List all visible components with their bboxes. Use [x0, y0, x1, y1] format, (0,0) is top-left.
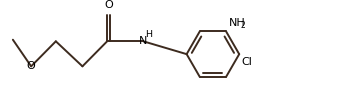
Text: O: O — [104, 0, 113, 10]
Text: Cl: Cl — [242, 57, 252, 67]
Text: N: N — [139, 36, 147, 46]
Text: 2: 2 — [240, 21, 245, 30]
Text: O: O — [27, 61, 35, 71]
Text: NH: NH — [228, 18, 245, 28]
Text: H: H — [145, 30, 152, 39]
